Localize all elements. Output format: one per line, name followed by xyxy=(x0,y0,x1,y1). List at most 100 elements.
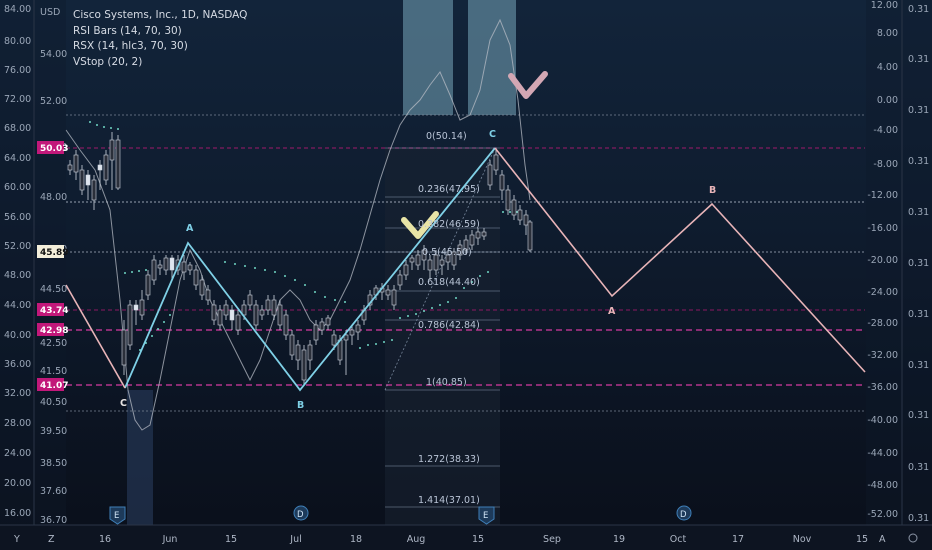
axis-tick-label: 36.70 xyxy=(40,515,67,526)
candle xyxy=(271,295,277,320)
fib-label: 1.272(38.33) xyxy=(418,454,480,465)
check-mark-icon xyxy=(401,211,439,239)
indicator-legend[interactable]: RSX (14, hlc3, 70, 30) xyxy=(73,40,188,52)
axis-tick-label: 0.00 xyxy=(877,95,898,106)
time-axis-label: 17 xyxy=(732,534,744,545)
left-outer-axis[interactable]: 84.00 80.00 76.00 72.00 68.00 64.00 60.00 56.00… xyxy=(4,4,31,519)
axis-tick-label: 16.00 xyxy=(4,508,31,519)
candle xyxy=(73,150,79,180)
time-axis-label: 18 xyxy=(350,534,362,545)
candle xyxy=(259,305,265,320)
axis-tick-label: 48.00 xyxy=(4,270,31,281)
candle xyxy=(325,315,331,330)
axis-tick-label: 0.31 xyxy=(908,258,929,269)
candle xyxy=(475,228,481,245)
wave-label: B xyxy=(709,185,716,196)
candle xyxy=(103,150,109,185)
candle xyxy=(463,235,469,255)
time-axis[interactable]: 16 Jun 15 Jul 18 Aug 15 Sep 19 Oct 17 Nov 15 xyxy=(99,534,868,545)
log-scale-toggle[interactable]: Y xyxy=(13,534,20,545)
projection-pattern xyxy=(494,147,866,373)
fib-label: 0.382(46.59) xyxy=(418,219,480,230)
axis-tick-label: 52.00 xyxy=(4,241,31,252)
axis-tick-label: 44.00 xyxy=(4,300,31,311)
candle xyxy=(163,255,169,275)
axis-tick-label: 0.31 xyxy=(908,105,929,116)
time-axis-label: Jun xyxy=(162,534,178,545)
dividend-marker[interactable]: D xyxy=(293,505,309,521)
auto-scale-toggle[interactable]: A xyxy=(879,534,886,545)
candle xyxy=(121,320,127,375)
candle xyxy=(397,270,403,290)
candle xyxy=(403,260,409,280)
candle xyxy=(415,250,421,270)
candle xyxy=(139,290,145,320)
indicator-legend[interactable]: VStop (20, 2) xyxy=(73,56,142,68)
svg-text:E: E xyxy=(114,511,119,521)
left-axis-panel xyxy=(0,0,66,525)
indicator-legend[interactable]: RSI Bars (14, 70, 30) xyxy=(73,25,182,37)
axis-tick-label: 80.00 xyxy=(4,36,31,47)
time-axis-panel[interactable] xyxy=(0,525,932,550)
candle xyxy=(451,248,457,270)
candle xyxy=(229,305,235,330)
axis-tick-label: 42.50 xyxy=(40,338,67,349)
axis-tick-label: 32.00 xyxy=(4,388,31,399)
candle xyxy=(193,265,199,290)
axis-tick-label: 20.00 xyxy=(4,478,31,489)
axis-tick-label: 8.00 xyxy=(877,28,898,39)
svg-text:41.07: 41.07 xyxy=(40,381,68,391)
axis-tick-label: -44.00 xyxy=(867,448,898,459)
wave-pattern xyxy=(124,147,496,392)
time-axis-label: Sep xyxy=(543,534,561,545)
candle xyxy=(427,255,433,280)
wave-label: A xyxy=(608,306,616,317)
fib-zone xyxy=(385,148,500,525)
axis-tick-label: 44.50 xyxy=(40,284,67,295)
candle xyxy=(145,270,151,300)
axis-tick-label: -24.00 xyxy=(867,287,898,298)
rsi-overbought-zone xyxy=(468,0,516,115)
axis-tick-label: 54.00 xyxy=(40,49,67,60)
candle xyxy=(115,135,121,190)
oversold-zone xyxy=(127,390,153,525)
svg-text:D: D xyxy=(297,510,304,520)
axis-tick-label: 0.31 xyxy=(908,156,929,167)
axis-tick-label: 56.00 xyxy=(4,212,31,223)
svg-text:43.74: 43.74 xyxy=(40,306,68,316)
earnings-marker[interactable]: E xyxy=(109,506,126,525)
earnings-marker[interactable]: E xyxy=(478,506,495,525)
price-badge: 42.98 xyxy=(37,323,68,336)
axis-tick-label: 41.50 xyxy=(40,366,67,377)
svg-text:42.98: 42.98 xyxy=(40,326,68,336)
axis-tick-label: -4.00 xyxy=(873,125,898,136)
candle xyxy=(277,300,283,330)
zoom-toggle[interactable]: Z xyxy=(48,534,55,545)
candle xyxy=(199,275,205,300)
axis-tick-label: -12.00 xyxy=(867,190,898,201)
candle xyxy=(409,255,415,270)
wave-label: C xyxy=(120,398,127,409)
price-badge: 41.07 xyxy=(37,378,68,391)
axis-tick-label: 37.60 xyxy=(40,486,67,497)
candle xyxy=(109,132,115,190)
right-outer-axis[interactable]: 0.31 0.31 0.31 0.31 0.31 0.31 0.31 0.31 0.31 0.31… xyxy=(908,4,929,524)
dividend-marker[interactable]: D xyxy=(676,505,692,521)
axis-tick-label: 0.31 xyxy=(908,513,929,524)
price-badge: 43.74 xyxy=(37,303,68,316)
candle xyxy=(133,300,139,325)
rsx-line xyxy=(65,18,531,431)
svg-text:45.89: 45.89 xyxy=(40,248,68,258)
candle xyxy=(469,230,475,250)
candle xyxy=(343,330,349,375)
candle xyxy=(223,300,229,320)
right-inner-axis[interactable]: 12.00 8.00 4.00 0.00 -4.00 -8.00 -12.00 -16.00 -… xyxy=(867,0,898,520)
candle xyxy=(445,250,451,270)
rsi-overbought-zone xyxy=(403,0,453,115)
symbol-title[interactable]: Cisco Systems, Inc., 1D, NASDAQ xyxy=(73,9,247,21)
settings-icon[interactable] xyxy=(908,533,918,543)
candle xyxy=(97,160,103,190)
axis-tick-label: 64.00 xyxy=(4,153,31,164)
